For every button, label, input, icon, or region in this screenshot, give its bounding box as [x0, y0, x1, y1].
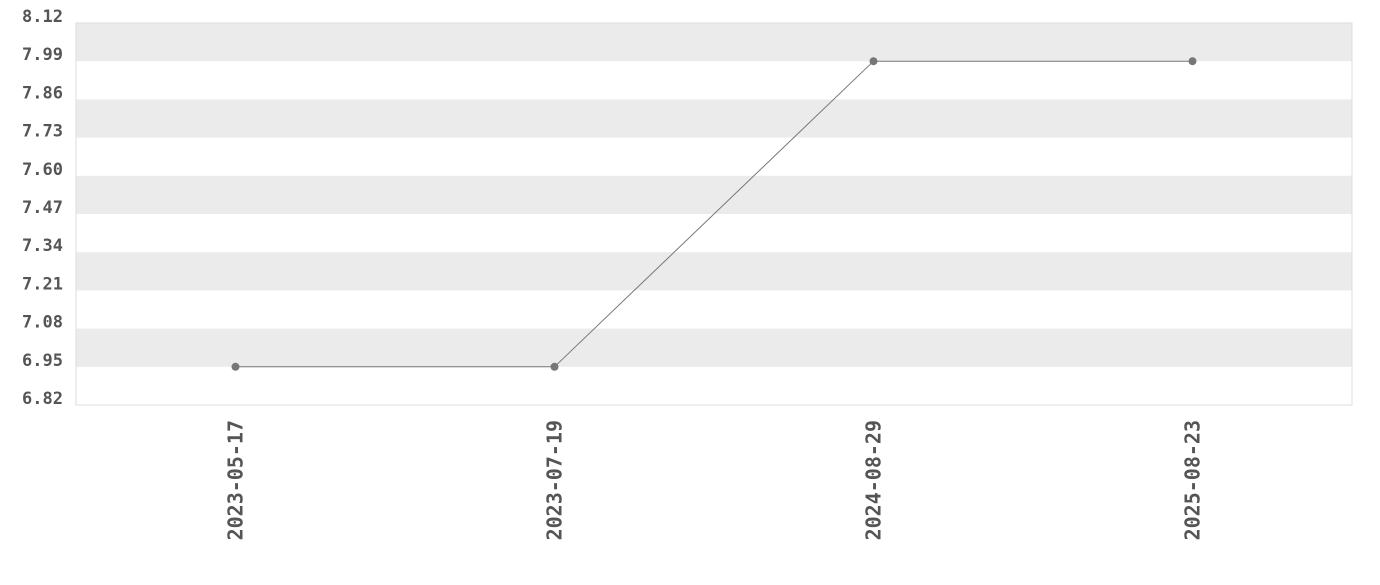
- grid-band: [76, 252, 1352, 291]
- y-tick-label: 8.12: [22, 7, 63, 27]
- x-tick-label: 2023-05-17: [224, 420, 248, 540]
- y-tick-label: 7.99: [22, 45, 63, 65]
- y-tick-label: 6.95: [22, 351, 63, 371]
- data-point[interactable]: [1188, 57, 1197, 66]
- y-tick-label: 7.21: [22, 274, 63, 294]
- y-tick-label: 7.73: [22, 122, 63, 142]
- x-axis: 2023-05-17 2023-07-19 2024-08-29 2025-08-23: [224, 420, 1205, 540]
- data-line: [235, 60, 1193, 368]
- grid-band: [76, 23, 1352, 62]
- grid-band: [76, 99, 1352, 138]
- y-tick-label: 7.60: [22, 160, 63, 180]
- y-tick-label: 7.08: [22, 313, 63, 333]
- y-tick-label: 6.82: [22, 389, 63, 409]
- grid-band: [76, 175, 1352, 214]
- y-tick-label: 7.86: [22, 83, 63, 103]
- data-point[interactable]: [550, 362, 559, 371]
- series-line: [231, 57, 1197, 371]
- x-tick-label: 2023-07-19: [543, 420, 567, 540]
- grid-band: [76, 328, 1352, 367]
- y-tick-label: 7.47: [22, 198, 63, 218]
- x-tick-label: 2024-08-29: [862, 420, 886, 540]
- y-tick-label: 7.34: [22, 236, 63, 256]
- data-point[interactable]: [231, 362, 240, 371]
- x-tick-label: 2025-08-23: [1181, 420, 1205, 540]
- plot-area: [75, 22, 1353, 406]
- grid-bands: [76, 23, 1352, 367]
- y-axis: 6.82 6.95 7.08 7.21 7.34 7.47 7.60 7.73 7.86 7.99…: [22, 7, 63, 409]
- data-point[interactable]: [869, 57, 878, 66]
